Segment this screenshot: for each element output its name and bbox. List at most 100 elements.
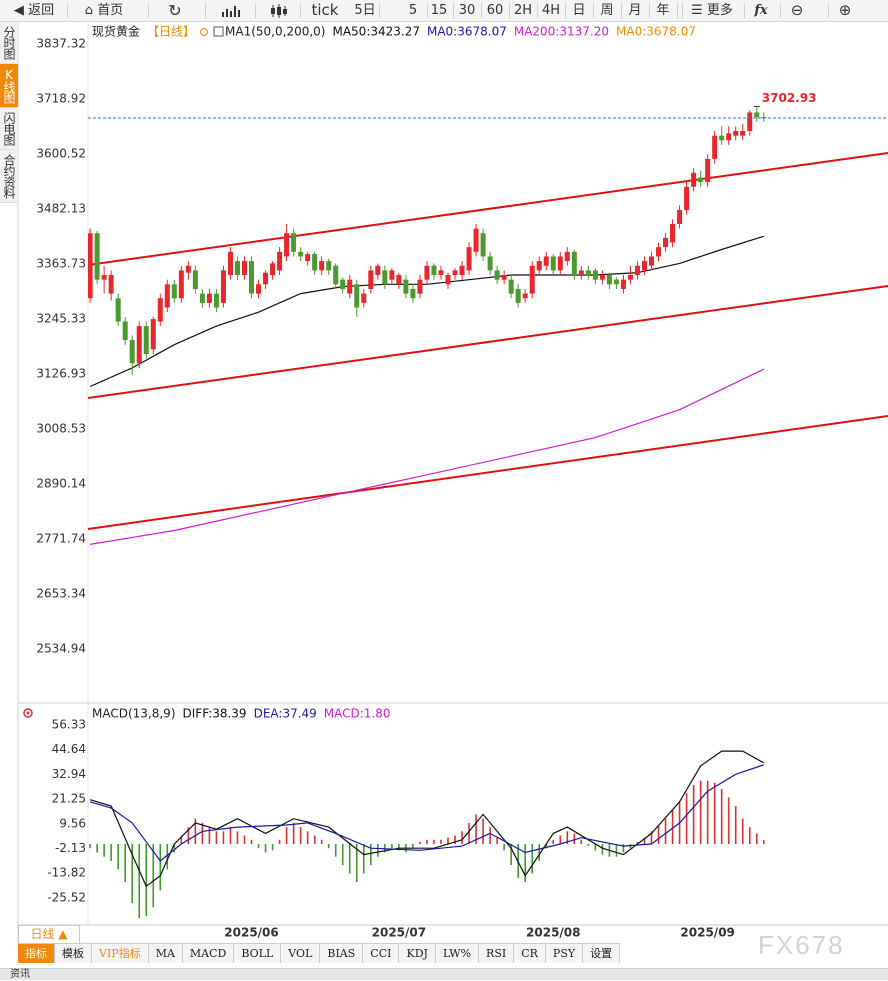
y-tick-label: 3245.33	[36, 311, 86, 325]
separator	[621, 3, 622, 18]
side-tab[interactable]: 合约资料	[0, 150, 18, 203]
period-button[interactable]: 5	[408, 3, 418, 18]
candle-body	[459, 265, 465, 276]
period-button[interactable]: 30	[458, 3, 476, 18]
ma-line	[90, 368, 765, 545]
candle-body	[178, 270, 184, 299]
candle-body	[698, 177, 704, 183]
candle-body	[340, 279, 346, 289]
candle-body	[705, 158, 711, 183]
candle-body	[256, 284, 262, 294]
indicator-tab[interactable]: 模板	[55, 944, 92, 963]
candle-body	[192, 270, 198, 289]
home-button[interactable]: ⌂ 首页	[84, 3, 124, 18]
candle-body	[227, 251, 233, 276]
y-tick-label: 3126.93	[36, 366, 86, 380]
max-price-label: 3702.93	[762, 91, 817, 105]
indicator-tab[interactable]: MACD	[183, 944, 235, 963]
zoom-out-button[interactable]: ⊖	[790, 1, 804, 19]
candle-body	[368, 270, 374, 289]
indicator-tab[interactable]: 设置	[583, 944, 621, 963]
separator	[509, 3, 510, 18]
candle-body	[557, 256, 563, 271]
legend-item: MA200:3137.20	[514, 25, 609, 39]
candle-body	[199, 293, 205, 303]
separator	[593, 3, 594, 18]
indicator-tab[interactable]: KDJ	[399, 944, 436, 963]
candle-body	[347, 279, 353, 294]
period-button[interactable]: 年	[656, 3, 670, 18]
indicator-tab[interactable]: LW%	[436, 944, 480, 963]
y-tick-label: 9.56	[59, 816, 86, 830]
indicator-tab[interactable]: VIP指标	[92, 944, 149, 963]
candle-body	[213, 293, 219, 308]
toolbar: ◀ 返回 ⌂ 首页 ↻ tick 5日 5 15 30 60 2H 4H 日周月年 ☰ 更多 …	[0, 0, 888, 22]
candle-body	[564, 251, 570, 262]
side-tab[interactable]: K线图	[0, 64, 18, 108]
side-tab[interactable]: 分时图	[0, 22, 18, 64]
indicator-tab[interactable]: CR	[514, 944, 546, 963]
y-tick-label: 3837.32	[36, 37, 86, 51]
indicator-tab[interactable]: CCI	[363, 944, 400, 963]
tick-button[interactable]: tick	[311, 1, 339, 19]
candle-body	[733, 131, 739, 136]
indicator-tab[interactable]: BIAS	[320, 944, 364, 963]
candle-body	[88, 233, 93, 299]
y-tick-label: 3600.52	[36, 147, 86, 161]
indicator-tab[interactable]: RSI	[479, 944, 515, 963]
candle-body	[263, 272, 269, 285]
candle-body	[171, 284, 177, 299]
period-button[interactable]: 月	[628, 3, 642, 18]
y-tick-label: 3008.53	[36, 421, 86, 435]
indicator-tab[interactable]: MA	[149, 944, 183, 963]
period-button[interactable]: 60	[486, 3, 504, 18]
candle-body	[726, 133, 732, 141]
y-tick-label: 2890.14	[36, 476, 86, 490]
period-button[interactable]: 15	[430, 3, 448, 18]
candle-body	[480, 233, 486, 257]
indicator-tab[interactable]: 指标	[18, 944, 55, 963]
y-tick-label: 56.33	[52, 718, 86, 732]
period-button[interactable]: 日线 ▲	[18, 925, 80, 944]
candle-body	[185, 265, 191, 273]
chart-type-button[interactable]	[220, 0, 242, 21]
candle-body	[150, 319, 156, 350]
candle-body	[354, 284, 360, 308]
indicator-bar: 指标 模板 VIP指标 MA MACD BOLL VOL BIAS CCI KDJ LW% RSI CR…	[18, 943, 621, 963]
candle-body	[747, 112, 753, 132]
legend-item: MA50:3423.27	[332, 25, 420, 39]
indicator-tab[interactable]: PSY	[546, 944, 584, 963]
trendline	[88, 285, 888, 399]
candle-body	[115, 298, 121, 322]
more-label: 更多	[706, 3, 733, 18]
period-button[interactable]: 日	[572, 3, 586, 18]
side-tab[interactable]: 闪电图	[0, 108, 18, 150]
y-tick-label: 3482.13	[36, 202, 86, 216]
formula-button[interactable]: fx	[754, 3, 768, 18]
period-button[interactable]: 5日	[354, 3, 376, 18]
candle-body	[277, 251, 283, 271]
refresh-button[interactable]: ↻	[168, 1, 182, 20]
indicator-tab[interactable]: BOLL	[234, 944, 282, 963]
y-tick-label: -25.52	[47, 890, 86, 904]
separator	[649, 3, 650, 18]
candle-body	[410, 288, 416, 299]
settings-icon[interactable]	[23, 708, 33, 718]
zoom-in-button[interactable]: ⊕	[838, 1, 852, 19]
period-button[interactable]: 2H	[513, 3, 533, 18]
candle-body	[382, 270, 388, 285]
macd-line	[89, 764, 764, 862]
period-button[interactable]: 4H	[541, 3, 561, 18]
more-button[interactable]: ☰ 更多	[691, 3, 733, 18]
candle-body	[634, 265, 640, 276]
ma-line	[89, 235, 764, 388]
legend-item: DIFF:38.39	[183, 707, 247, 721]
period-button[interactable]: 周	[600, 3, 614, 18]
back-button[interactable]: ◀ 返回	[13, 3, 55, 18]
candle-body	[592, 270, 598, 280]
candle-body	[529, 265, 535, 294]
candle-body	[536, 261, 542, 271]
indicator-tab[interactable]: VOL	[281, 944, 321, 963]
candle-button[interactable]	[268, 0, 290, 21]
